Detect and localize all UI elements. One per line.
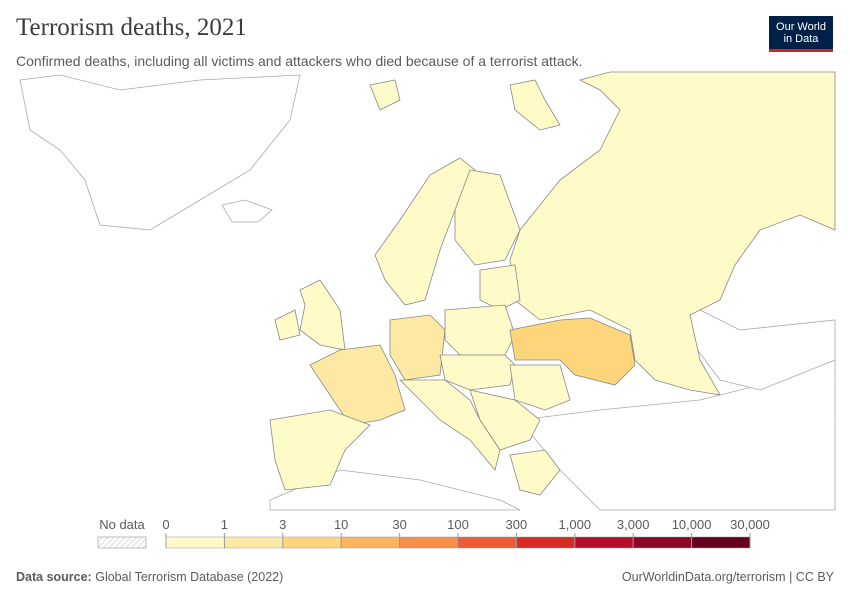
legend-swatch xyxy=(691,536,751,549)
legend-no-data: No data xyxy=(99,517,145,532)
logo-line: in Data xyxy=(783,33,819,45)
no-data-swatch xyxy=(97,536,147,549)
legend-swatch xyxy=(340,536,400,549)
legend-tick-label: 30 xyxy=(392,517,406,532)
legend-swatch xyxy=(224,536,284,549)
legend-swatch xyxy=(399,536,459,549)
legend-swatch xyxy=(165,536,225,549)
legend-tick-label: 10,000 xyxy=(672,517,712,532)
legend-swatch xyxy=(457,536,517,549)
title: Terrorism deaths, 2021 xyxy=(16,14,247,41)
subtitle: Confirmed deaths, including all victims … xyxy=(16,53,583,69)
source-text: Global Terrorism Database (2022) xyxy=(95,570,284,584)
countries xyxy=(269,71,836,496)
legend-tick-label: 3 xyxy=(279,517,286,532)
logo[interactable]: Our World in Data xyxy=(769,16,833,52)
legend-tick-label: 300 xyxy=(506,517,528,532)
legend-tick-label: 1,000 xyxy=(559,517,592,532)
url[interactable]: OurWorldinData.org/terrorism | CC BY xyxy=(621,570,834,584)
source-label: Data source: xyxy=(16,570,92,584)
legend: No data 0 1 3 10 30 100 300 1,000 3,000 10,000 30,… xyxy=(97,517,770,549)
legend-tick-label: 30,000 xyxy=(730,517,770,532)
legend-swatch xyxy=(632,536,692,549)
legend-tick-label: 100 xyxy=(447,517,469,532)
logo-line: Our World xyxy=(776,21,826,33)
legend-swatch xyxy=(574,536,634,549)
legend-tick-label: 3,000 xyxy=(617,517,650,532)
legend-tick-label: 1 xyxy=(221,517,228,532)
legend-tick-label: 10 xyxy=(334,517,348,532)
source: Data source: Global Terrorism Database (… xyxy=(16,570,283,584)
legend-tick-label: 0 xyxy=(162,517,169,532)
legend-swatch xyxy=(282,536,342,549)
legend-swatch xyxy=(516,536,576,549)
map xyxy=(19,71,836,511)
